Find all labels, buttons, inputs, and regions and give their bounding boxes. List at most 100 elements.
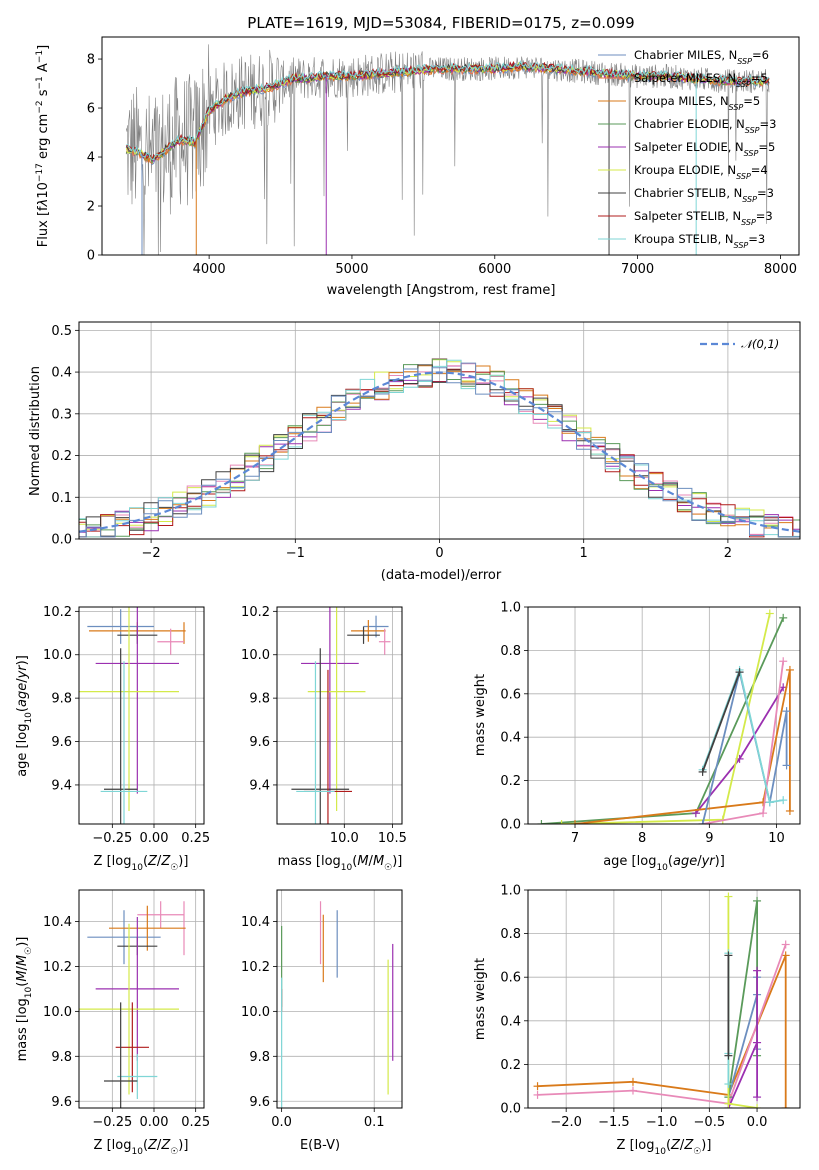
y-tick-label: 0.2: [500, 774, 521, 789]
plot-area: [79, 607, 186, 824]
legend-subscript: SSP: [734, 241, 749, 250]
x-tick-label: 2: [724, 546, 732, 561]
y-tick-label: 0.2: [500, 1058, 521, 1073]
legend-value: =3: [757, 186, 774, 200]
x-tick-label: 10: [768, 831, 785, 846]
legend-value: =3: [760, 117, 777, 131]
residual-histogram-4: [79, 358, 800, 538]
x-tick-label: 0.25: [181, 1115, 210, 1130]
legend-value: =3: [756, 209, 773, 223]
y-tick-label: 10.2: [43, 960, 72, 975]
y-tick-label: 0.0: [500, 818, 521, 833]
mass-vs-extinction-panel: 0.0 0.1 9.6 9.8 10.0 10.2 10.4: [241, 889, 403, 1130]
axes-frame: [78, 889, 205, 1109]
x-tick-label: 5000: [335, 262, 368, 277]
spectrum-xlabel: wavelength [Angstrom, rest frame]: [327, 283, 556, 298]
y-tick-label: 10.0: [43, 648, 72, 663]
y-tick-label: 9.8: [249, 1050, 270, 1065]
age-vs-mass-panel: 10.0 10.5 9.4 9.6 9.8 10.0 10.2: [241, 605, 407, 846]
y-tick-label: 0.4: [500, 1014, 521, 1029]
y-tick-label: 0.8: [500, 644, 521, 659]
y-tick-label: 8: [87, 53, 95, 68]
axes-frame: [276, 606, 403, 825]
x-tick-label: 7: [571, 831, 579, 846]
legend-subscript: SSP: [736, 80, 751, 89]
y-tick-label: 9.8: [51, 692, 72, 707]
x-tick-label: 0.00: [140, 831, 169, 846]
weight-line-4: [727, 970, 758, 1108]
legend-entry: Salpeter ELODIE, NSSP=5: [634, 140, 775, 158]
y-tick-label: 9.6: [51, 735, 72, 750]
plot-area: [533, 892, 790, 1108]
y-tick-label: 9.8: [51, 1050, 72, 1065]
y-tick-label: 10.2: [241, 605, 270, 620]
mass-vs-metallicity-panel: −0.25 0.00 0.25 9.6 9.8 10.0 10.2 10.4: [43, 889, 210, 1130]
y-tick-label: 9.4: [51, 778, 72, 793]
y-tick-label: 9.4: [249, 778, 270, 793]
axes-frame: [527, 889, 801, 1109]
massZ-ylabel: mass [log10(M/M☉)]: [15, 937, 34, 1062]
y-tick-label: 0.3: [51, 407, 72, 422]
x-tick-label: 9: [705, 831, 713, 846]
legend-subscript: SSP: [729, 103, 744, 112]
legend-subscript: SSP: [736, 172, 751, 181]
x-tick-label: −2.0: [550, 1115, 582, 1130]
axes-frame: [527, 606, 801, 825]
age-vs-metallicity-panel: −0.25 0.00 0.25 9.4 9.6 9.8 10.0 10.2: [43, 605, 210, 846]
x-tick-label: 0.0: [271, 1115, 292, 1130]
spectrum-title: PLATE=1619, MJD=53084, FIBERID=0175, z=0…: [247, 14, 634, 32]
x-tick-label: 0.1: [364, 1115, 385, 1130]
weight-line-3: [574, 669, 791, 824]
y-tick-label: 10.2: [43, 605, 72, 620]
y-tick-label: 6: [87, 102, 95, 117]
ageZ-ylabel: age [log10(age/yr)]: [15, 655, 34, 777]
y-tick-label: 9.8: [249, 692, 270, 707]
axes-frame: [78, 606, 205, 825]
plot-area: [291, 607, 391, 824]
y-tick-label: 0.6: [500, 971, 521, 986]
residual-histogram-5: [79, 368, 800, 538]
x-tick-label: 0.25: [181, 831, 210, 846]
y-tick-label: 0.0: [51, 533, 72, 548]
y-tick-label: 9.6: [51, 1095, 72, 1110]
legend-subscript: SSP: [737, 57, 752, 66]
x-tick-label: 8: [638, 831, 646, 846]
x-tick-label: 1: [580, 546, 588, 561]
y-tick-label: 0: [87, 249, 95, 264]
spectrum-panel: 4000 5000 6000 7000 8000 0 2 4 6 8 Chabrier MILES,…: [87, 36, 800, 277]
plot-area: [281, 901, 394, 1108]
axes-frame: [101, 36, 800, 256]
residual-histogram-6: [79, 359, 800, 538]
y-tick-label: 0.2: [51, 449, 72, 464]
residuals-xlabel: (data-model)/error: [381, 568, 502, 583]
plot-area: [125, 44, 770, 255]
x-tick-label: −1: [286, 546, 305, 561]
model-spectrum-8: [126, 59, 770, 160]
x-tick-label: 4000: [193, 262, 226, 277]
legend-entry: Kroupa STELIB, NSSP=3: [634, 232, 765, 250]
x-tick-label: −2: [142, 546, 161, 561]
legend-entry: Salpeter STELIB, NSSP=3: [634, 209, 773, 227]
legend-entry: 𝒩(0,1): [741, 337, 779, 351]
legend-value: =5: [751, 71, 768, 85]
wAge-ylabel: mass weight: [473, 674, 488, 756]
massZ-xlabel: Z [log10(Z/Z☉)]: [94, 1138, 189, 1157]
spectrum-ylabel: Flux [fλ10−17 erg cm−2 s−1 A−1]: [35, 45, 51, 247]
x-tick-label: −1.0: [646, 1115, 678, 1130]
wAge-xlabel: age [log10(age/yr)]: [603, 854, 725, 873]
y-tick-label: 0.1: [51, 491, 72, 506]
legend-entry: Salpeter MILES, NSSP=5: [634, 71, 768, 89]
weight-vs-age-panel: 7 8 9 10 0.0 0.2 0.4 0.6 0.8 1.0: [500, 601, 801, 846]
legend-entry: Chabrier ELODIE, NSSP=3: [634, 117, 776, 135]
ageM-xlabel: mass [log10(M/M☉)]: [278, 854, 403, 873]
x-tick-label: 0.00: [140, 1115, 169, 1130]
y-tick-label: 0.4: [51, 366, 72, 381]
x-tick-label: −0.5: [694, 1115, 726, 1130]
y-tick-label: 0.6: [500, 687, 521, 702]
legend-value: =5: [743, 94, 760, 108]
y-tick-label: 10.0: [241, 648, 270, 663]
x-tick-label: −0.25: [92, 831, 132, 846]
legend-entry: Chabrier STELIB, NSSP=3: [634, 186, 774, 204]
ageZ-xlabel: Z [log10(Z/Z☉)]: [94, 854, 189, 873]
legend-value: =3: [748, 232, 765, 246]
